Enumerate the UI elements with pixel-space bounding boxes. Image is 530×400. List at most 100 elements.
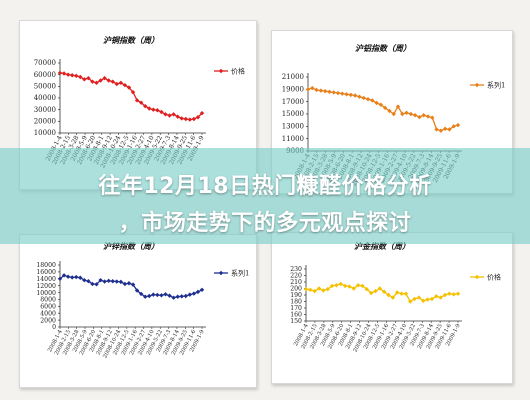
chart-title: 沪锌指数（周）	[103, 241, 159, 251]
data-point	[94, 282, 99, 287]
data-point	[360, 283, 365, 289]
chart-zinc: 沪锌指数（周）020004000600080001000012000140001…	[36, 241, 249, 359]
data-point	[322, 88, 328, 94]
data-point	[74, 274, 79, 280]
data-point	[65, 72, 71, 77]
data-point	[175, 114, 180, 119]
data-point	[335, 90, 341, 96]
y-tick-label: 60000	[34, 71, 56, 79]
data-point	[191, 116, 197, 122]
y-tick-label: 20000	[34, 118, 56, 126]
y-tick-label: 13000	[282, 123, 304, 131]
legend-swatch-marker	[474, 274, 480, 280]
data-point	[114, 81, 119, 87]
data-point	[421, 298, 426, 304]
data-point	[305, 87, 311, 92]
data-point	[147, 293, 152, 299]
data-point	[387, 108, 392, 114]
data-point	[377, 286, 383, 291]
data-point	[386, 292, 391, 298]
data-point	[331, 90, 336, 95]
data-point	[308, 287, 313, 292]
data-point	[86, 278, 91, 284]
legend-swatch-marker	[218, 270, 224, 276]
y-tick-label: 200	[290, 286, 302, 293]
data-point	[65, 274, 71, 279]
data-point	[425, 297, 430, 302]
data-point	[82, 277, 87, 283]
data-point	[122, 281, 128, 287]
data-point	[82, 77, 87, 82]
y-tick-label: 15000	[282, 110, 304, 118]
data-point	[155, 292, 160, 298]
data-point	[163, 292, 168, 297]
data-point	[98, 78, 103, 83]
data-point	[316, 286, 322, 291]
data-point	[106, 278, 111, 284]
series-line	[59, 72, 203, 121]
y-tick-label: 18000	[36, 262, 56, 269]
data-point	[357, 94, 362, 99]
data-point	[400, 111, 405, 117]
data-point	[395, 104, 401, 109]
y-tick-label: 230	[290, 266, 302, 273]
data-point	[57, 70, 63, 76]
y-tick-label: 170	[290, 305, 302, 312]
data-point	[425, 114, 431, 119]
data-point	[355, 283, 361, 288]
data-point	[390, 295, 396, 300]
data-point	[364, 286, 369, 292]
data-point	[134, 98, 140, 103]
data-point	[110, 79, 115, 84]
data-point	[61, 273, 67, 278]
data-point	[175, 294, 180, 299]
data-point	[183, 293, 188, 299]
data-point	[179, 116, 184, 121]
y-tick-label: 70000	[34, 59, 56, 67]
data-point	[417, 114, 422, 120]
headline-line-1: 往年12月18日热门糠醛价格分析	[98, 174, 432, 199]
y-tick-label: 50000	[34, 83, 56, 91]
data-point	[351, 286, 356, 291]
data-point	[138, 291, 144, 297]
data-point	[151, 292, 156, 297]
data-point	[310, 85, 315, 91]
data-point	[134, 288, 140, 293]
data-point	[195, 115, 201, 120]
series-line	[305, 283, 459, 303]
data-point	[74, 73, 79, 79]
data-point	[199, 110, 205, 116]
legend-swatch-marker	[474, 82, 480, 88]
data-point	[399, 291, 404, 296]
data-point	[183, 116, 188, 122]
y-tick-label: 19000	[282, 86, 304, 94]
headline-line-2: ，市场走势下的多元观点探讨	[118, 211, 412, 236]
y-tick-label: 10000	[36, 290, 56, 297]
data-point	[447, 291, 452, 296]
y-tick-label: 2000	[40, 317, 56, 324]
data-point	[373, 288, 378, 294]
headline-banner	[0, 148, 530, 244]
data-point	[382, 105, 388, 111]
data-point	[342, 283, 348, 289]
y-tick-label: 210	[290, 279, 302, 286]
data-point	[429, 296, 435, 302]
data-point	[314, 87, 319, 93]
y-tick-label: 4000	[40, 310, 56, 317]
data-point	[61, 71, 67, 76]
chart-title: 沪金指数（周）	[354, 241, 410, 251]
data-point	[110, 278, 115, 284]
data-point	[195, 289, 201, 295]
data-point	[90, 79, 95, 84]
data-point	[321, 288, 326, 293]
data-point	[438, 128, 444, 133]
data-point	[171, 295, 176, 300]
data-point	[412, 113, 418, 118]
data-point	[163, 112, 168, 117]
data-point	[447, 127, 452, 132]
data-point	[199, 287, 205, 292]
data-point	[408, 111, 414, 117]
data-point	[408, 299, 413, 304]
y-tick-label: 8000	[40, 297, 56, 304]
data-point	[118, 279, 124, 285]
